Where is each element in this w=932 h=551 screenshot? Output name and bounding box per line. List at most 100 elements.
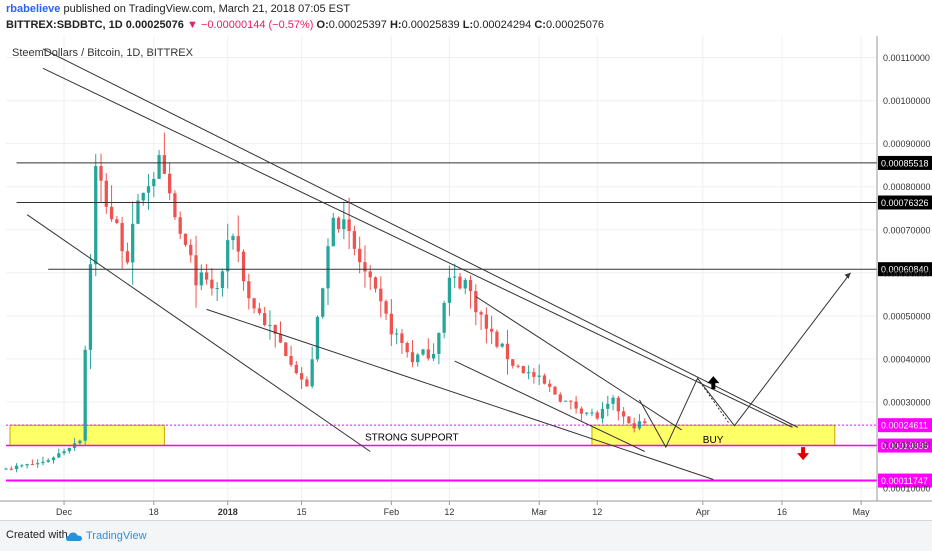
candle-body: [315, 316, 320, 360]
low-label: L:: [462, 19, 474, 31]
created-with-text: Created with: [6, 529, 68, 541]
candle-body: [532, 372, 536, 377]
candle-body: [437, 332, 441, 354]
candle-body: [62, 451, 66, 454]
candle-body: [204, 272, 209, 280]
candle-body: [347, 219, 351, 232]
annotation-labels: STRONG SUPPORT BUY: [365, 433, 724, 446]
candle-body: [463, 279, 467, 289]
price-tick-label: 0.00030000: [883, 397, 931, 407]
candle-body: [484, 314, 489, 329]
candle-body: [389, 313, 393, 335]
price-tick-label: 0.00110000: [883, 53, 930, 63]
price-level-badge: [878, 438, 932, 453]
candle-body: [273, 324, 277, 334]
candle-body: [458, 276, 462, 289]
projected-path: [639, 272, 852, 449]
candle-body: [109, 206, 114, 220]
candle-body: [579, 408, 584, 414]
candle-body: [379, 288, 383, 302]
candle-body: [336, 217, 341, 230]
candle-body: [426, 349, 430, 359]
candle-body: [611, 397, 615, 404]
candle-body: [363, 262, 367, 272]
candle-body: [516, 365, 520, 367]
candle-body: [616, 397, 620, 412]
price-axis[interactable]: 0.00085518 0.00076326 0.00060840 0.00024611…: [876, 36, 932, 501]
price-change: ▼ −0.00000144 (−0.57%): [186, 19, 314, 31]
publish-line: rbabelieve published on TradingView.com,…: [6, 3, 350, 15]
candle-body: [141, 192, 145, 201]
candle-body: [431, 353, 436, 359]
published-text: published on TradingView.com, March 21, …: [63, 3, 351, 15]
high-label: H:: [389, 19, 402, 31]
candle-body: [226, 240, 230, 272]
candle-body: [120, 223, 124, 252]
price-level-badge: [878, 155, 932, 170]
candle-body: [468, 279, 473, 292]
candle-body: [57, 453, 61, 458]
candle-body: [268, 324, 272, 326]
candle-body: [447, 277, 452, 303]
price-level-label: 0.00024611: [881, 421, 928, 431]
candle-body: [136, 200, 140, 224]
price-level-badge: [878, 473, 932, 488]
candle-body: [394, 333, 399, 335]
trendline-upper-1: [42, 48, 799, 428]
candle-body: [405, 343, 409, 353]
price-chart[interactable]: SteemDollars / Bitcoin, 1D, BITTREX 0.00…: [0, 36, 932, 520]
candle-body: [183, 233, 188, 245]
candle-body: [162, 155, 167, 174]
author-name[interactable]: rbabelieve: [6, 3, 61, 15]
candle-body: [104, 180, 108, 207]
candle-body: [416, 354, 420, 363]
candle-body: [537, 375, 541, 377]
price-tick-label: 0.00090000: [883, 139, 931, 149]
cloud-icon: [66, 532, 82, 541]
time-axis[interactable]: Dec 18 2018 15 Feb 12 Mar 12 Apr 16 May: [0, 500, 932, 517]
candle-body: [51, 457, 56, 461]
candle-body: [548, 383, 552, 387]
candle-body: [569, 400, 573, 402]
candle-body: [278, 333, 283, 343]
direction-arrows: [707, 376, 810, 461]
candle-body: [199, 272, 203, 286]
candle-body: [189, 244, 193, 256]
buy-label: BUY: [703, 435, 724, 446]
time-tick-label: Dec: [56, 507, 73, 517]
price-tick-label: 0.00010000: [883, 484, 931, 494]
candle-body: [115, 219, 119, 224]
candles: [4, 132, 647, 473]
open-value: 0.00025397: [328, 19, 387, 31]
candle-body: [173, 193, 177, 218]
price-tick-label: 0.00080000: [883, 182, 931, 192]
candle-body: [168, 173, 172, 194]
candle-body: [157, 155, 161, 179]
candle-body: [352, 231, 357, 249]
price-level-label: 0.00076326: [881, 198, 929, 208]
candle-body: [46, 460, 50, 462]
price-tick-label: 0.00070000: [883, 225, 931, 235]
candle-body: [14, 465, 19, 470]
candle-body: [67, 447, 71, 452]
candle-body: [83, 349, 87, 441]
price-level-label: 0.00085518: [881, 158, 929, 168]
candle-body: [505, 343, 510, 360]
candle-body: [384, 301, 388, 314]
candle-body: [310, 359, 314, 387]
candle-body: [595, 412, 599, 419]
chart-header: rbabelieve published on TradingView.com,…: [0, 0, 932, 36]
candle-body: [20, 465, 24, 467]
candle-body: [490, 328, 494, 332]
candle-body: [78, 440, 82, 444]
time-tick-label: 18: [149, 507, 159, 517]
trendline-upper-2: [42, 67, 793, 428]
tradingview-logo[interactable]: TradingView: [66, 526, 147, 546]
candle-body: [294, 364, 298, 374]
candle-body: [252, 298, 256, 309]
candle-body: [442, 302, 446, 333]
trendlines: [26, 48, 852, 480]
candle-body: [99, 166, 103, 181]
trendline-falling-wedge: [475, 296, 682, 431]
candle-body: [368, 271, 372, 278]
